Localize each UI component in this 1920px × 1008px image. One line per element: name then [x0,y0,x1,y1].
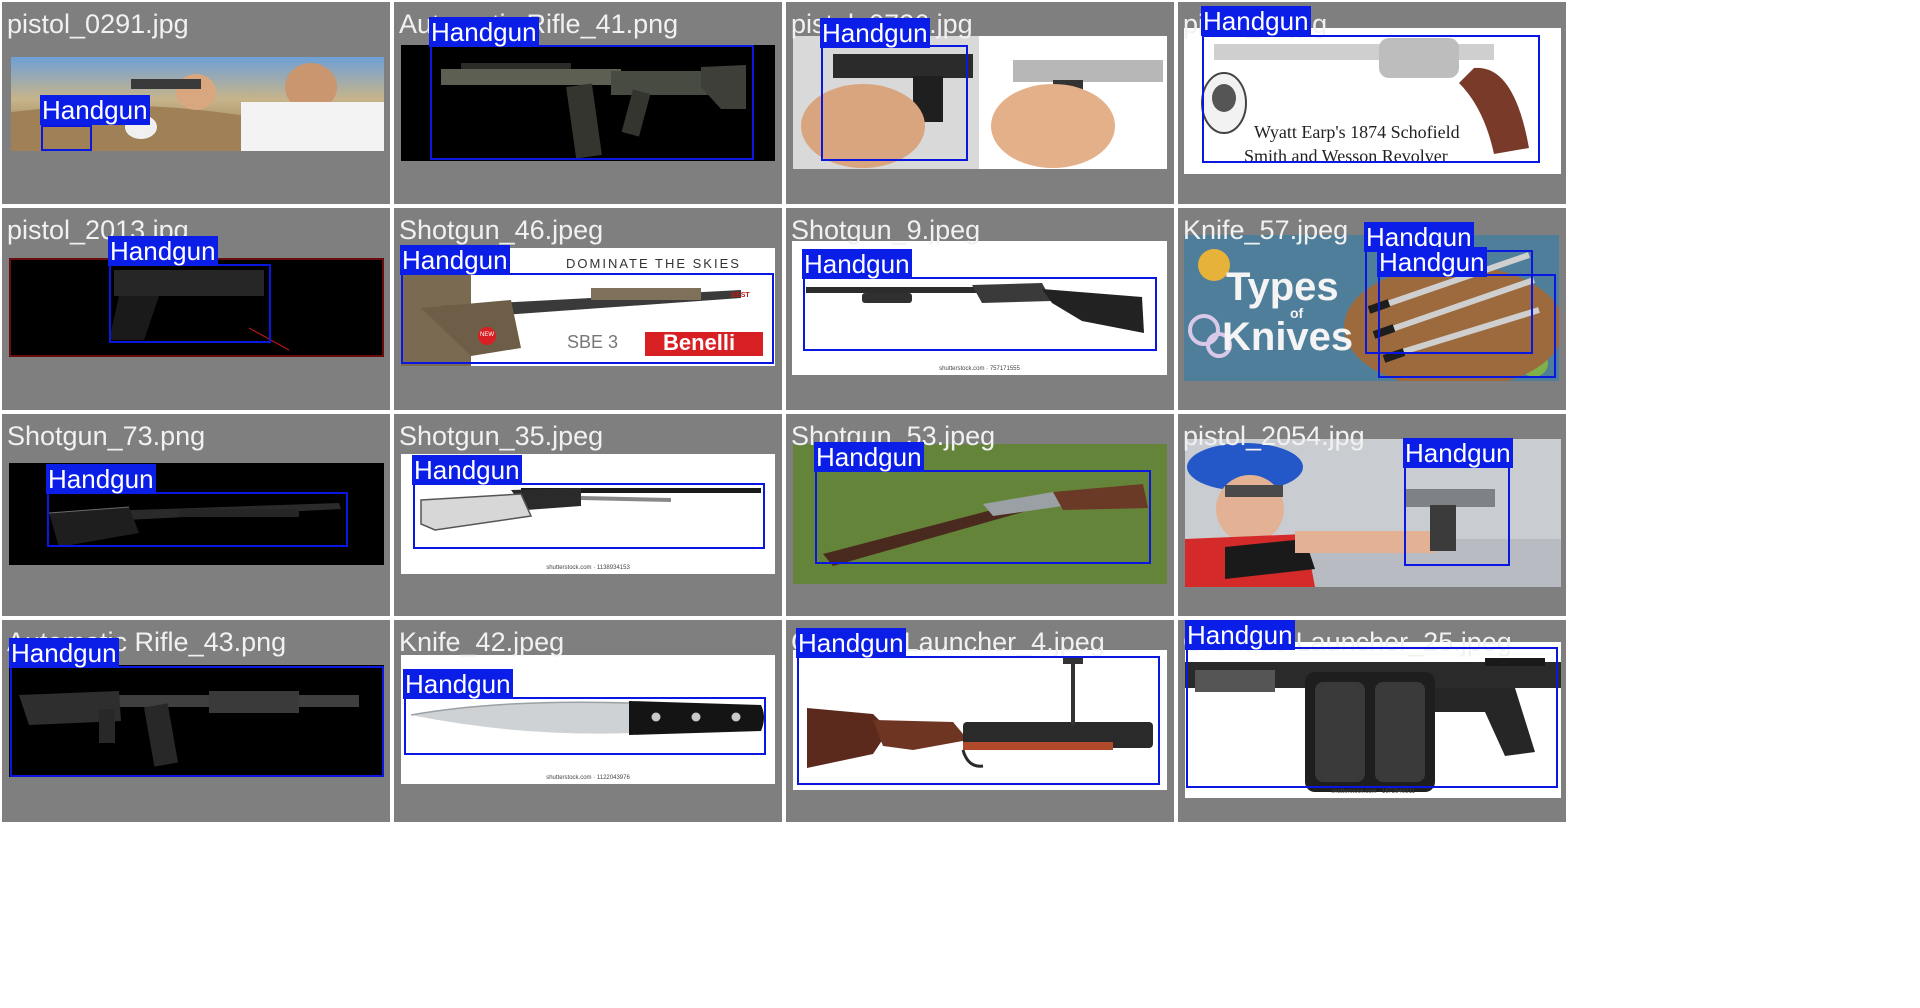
detection-label: Handgun [814,442,924,472]
illustration-title-line1: Types [1226,265,1339,309]
detection-label: Handgun [1377,247,1487,277]
detection-label: Handgun [1403,438,1513,468]
detection-label: Handgun [108,236,218,266]
ad-badge: NEW [480,332,494,338]
detection-label: Handgun [1201,6,1311,36]
tile-filename: Shotgun_73.png [7,421,206,451]
result-tile[interactable]: shutterstock.com · 757171555 Shotgun_9.j… [786,208,1174,410]
tile-image-rifle [401,45,775,161]
ad-headline: DOMINATE THE SKIES [566,256,741,271]
result-tile[interactable]: Automatic Rifle_41.png Handgun [394,2,782,204]
result-tile[interactable]: pistol_2013.jpg Handgun [2,208,390,410]
detection-box[interactable] [41,125,92,151]
detection-box[interactable] [404,697,766,755]
result-tile[interactable]: pistol_0726.jpg Handgun [786,2,1174,204]
illustration-title-of: of [1290,305,1304,321]
detection-label: Handgun [400,245,510,275]
detection-label: Handgun [46,464,156,494]
detection-box[interactable] [413,483,765,549]
result-tile[interactable]: shutterstock.com · 1138934153 Shotgun_35… [394,414,782,616]
tile-filename: Shotgun_35.jpeg [399,421,604,451]
watermark: shutterstock.com · 1672949311 [1331,789,1415,795]
detection-label: Handgun [40,95,150,125]
result-tile[interactable]: Wyatt Earp's 1874 Schofield Smith and We… [1178,2,1566,204]
ad-tag: BEST [731,292,750,299]
result-tile[interactable]: Shotgun_73.png Handgun [2,414,390,616]
result-tile[interactable]: Shotgun_53.jpeg Handgun [786,414,1174,616]
tile-filename: pistol_2054.jpg [1183,421,1365,451]
illustration-title-line2: Knives [1222,315,1354,359]
result-tile[interactable]: Types of Knives Knife_57.jpeg Handgun Ha… [1178,208,1566,410]
detection-box[interactable] [815,470,1151,564]
detection-label: Handgun [802,249,912,279]
detection-box[interactable] [401,273,774,364]
detection-label: Handgun [412,455,522,485]
tile-filename: pistol_0291.jpg [7,9,189,39]
detection-box[interactable] [821,45,968,161]
image-caption-line1: Wyatt Earp's 1874 Schofield [1254,122,1460,142]
result-tile[interactable]: pistol_0291.jpg Handgun [2,2,390,204]
detection-box[interactable] [1378,274,1556,378]
tile-filename: Shotgun_46.jpeg [399,215,604,245]
tile-image-pistol-range [11,57,384,151]
tile-image-dark-pistol [9,258,384,357]
tile-image-revolver-launcher: shutterstock.com · 1672949311 [1185,642,1561,798]
detection-box[interactable] [10,666,384,777]
tile-image-shotgun-grass [793,444,1167,584]
ad-model: SBE 3 [567,332,619,352]
detection-box[interactable] [47,492,348,547]
tile-image-knives-illustration: Types of Knives [1184,235,1559,381]
result-tile[interactable]: pistol_2054.jpg Handgun [1178,414,1566,616]
detection-box[interactable] [1404,466,1510,566]
tile-filename: Knife_42.jpeg [399,627,565,657]
tile-filename: Knife_57.jpeg [1183,215,1349,245]
detection-label: Handgun [9,638,119,668]
watermark: shutterstock.com · 1122043976 [546,775,630,781]
tile-image-chef-knife: shutterstock.com · 1122043976 [401,655,775,784]
tile-image-grenade-launcher [793,650,1167,790]
result-tile[interactable]: Automatic Rifle_43.png Handgun [2,620,390,822]
tile-image-rifle-black [9,665,384,777]
detection-box[interactable] [430,45,754,160]
detection-box[interactable] [1186,647,1558,788]
watermark: shutterstock.com · 1138934153 [546,565,630,571]
detection-label: Handgun [429,17,539,47]
watermark: shutterstock.com · 757171555 [939,366,1020,372]
detection-label: Handgun [403,669,513,699]
detection-label: Handgun [820,18,930,48]
detection-label: Handgun [1185,620,1295,650]
detection-box[interactable] [797,656,1160,785]
detection-box[interactable] [803,277,1157,351]
ad-brand: Benelli [663,330,736,355]
tile-image-revolver: Wyatt Earp's 1874 Schofield Smith and We… [1184,28,1561,174]
result-tile[interactable]: shutterstock.com · 1122043976 Knife_42.j… [394,620,782,822]
detection-box[interactable] [1202,35,1540,163]
result-tile[interactable]: Grenade Launcher_4.jpeg Handgun [786,620,1174,822]
detection-box[interactable] [109,264,271,343]
tile-filename: Shotgun_9.jpeg [791,215,981,245]
result-tile[interactable]: shutterstock.com · 1672949311 Grenade La… [1178,620,1566,822]
detection-label: Handgun [796,628,906,658]
tile-image-pistol-grip [793,36,1167,169]
result-tile[interactable]: DOMINATE THE SKIES SBE 3 Benelli NEW BES… [394,208,782,410]
